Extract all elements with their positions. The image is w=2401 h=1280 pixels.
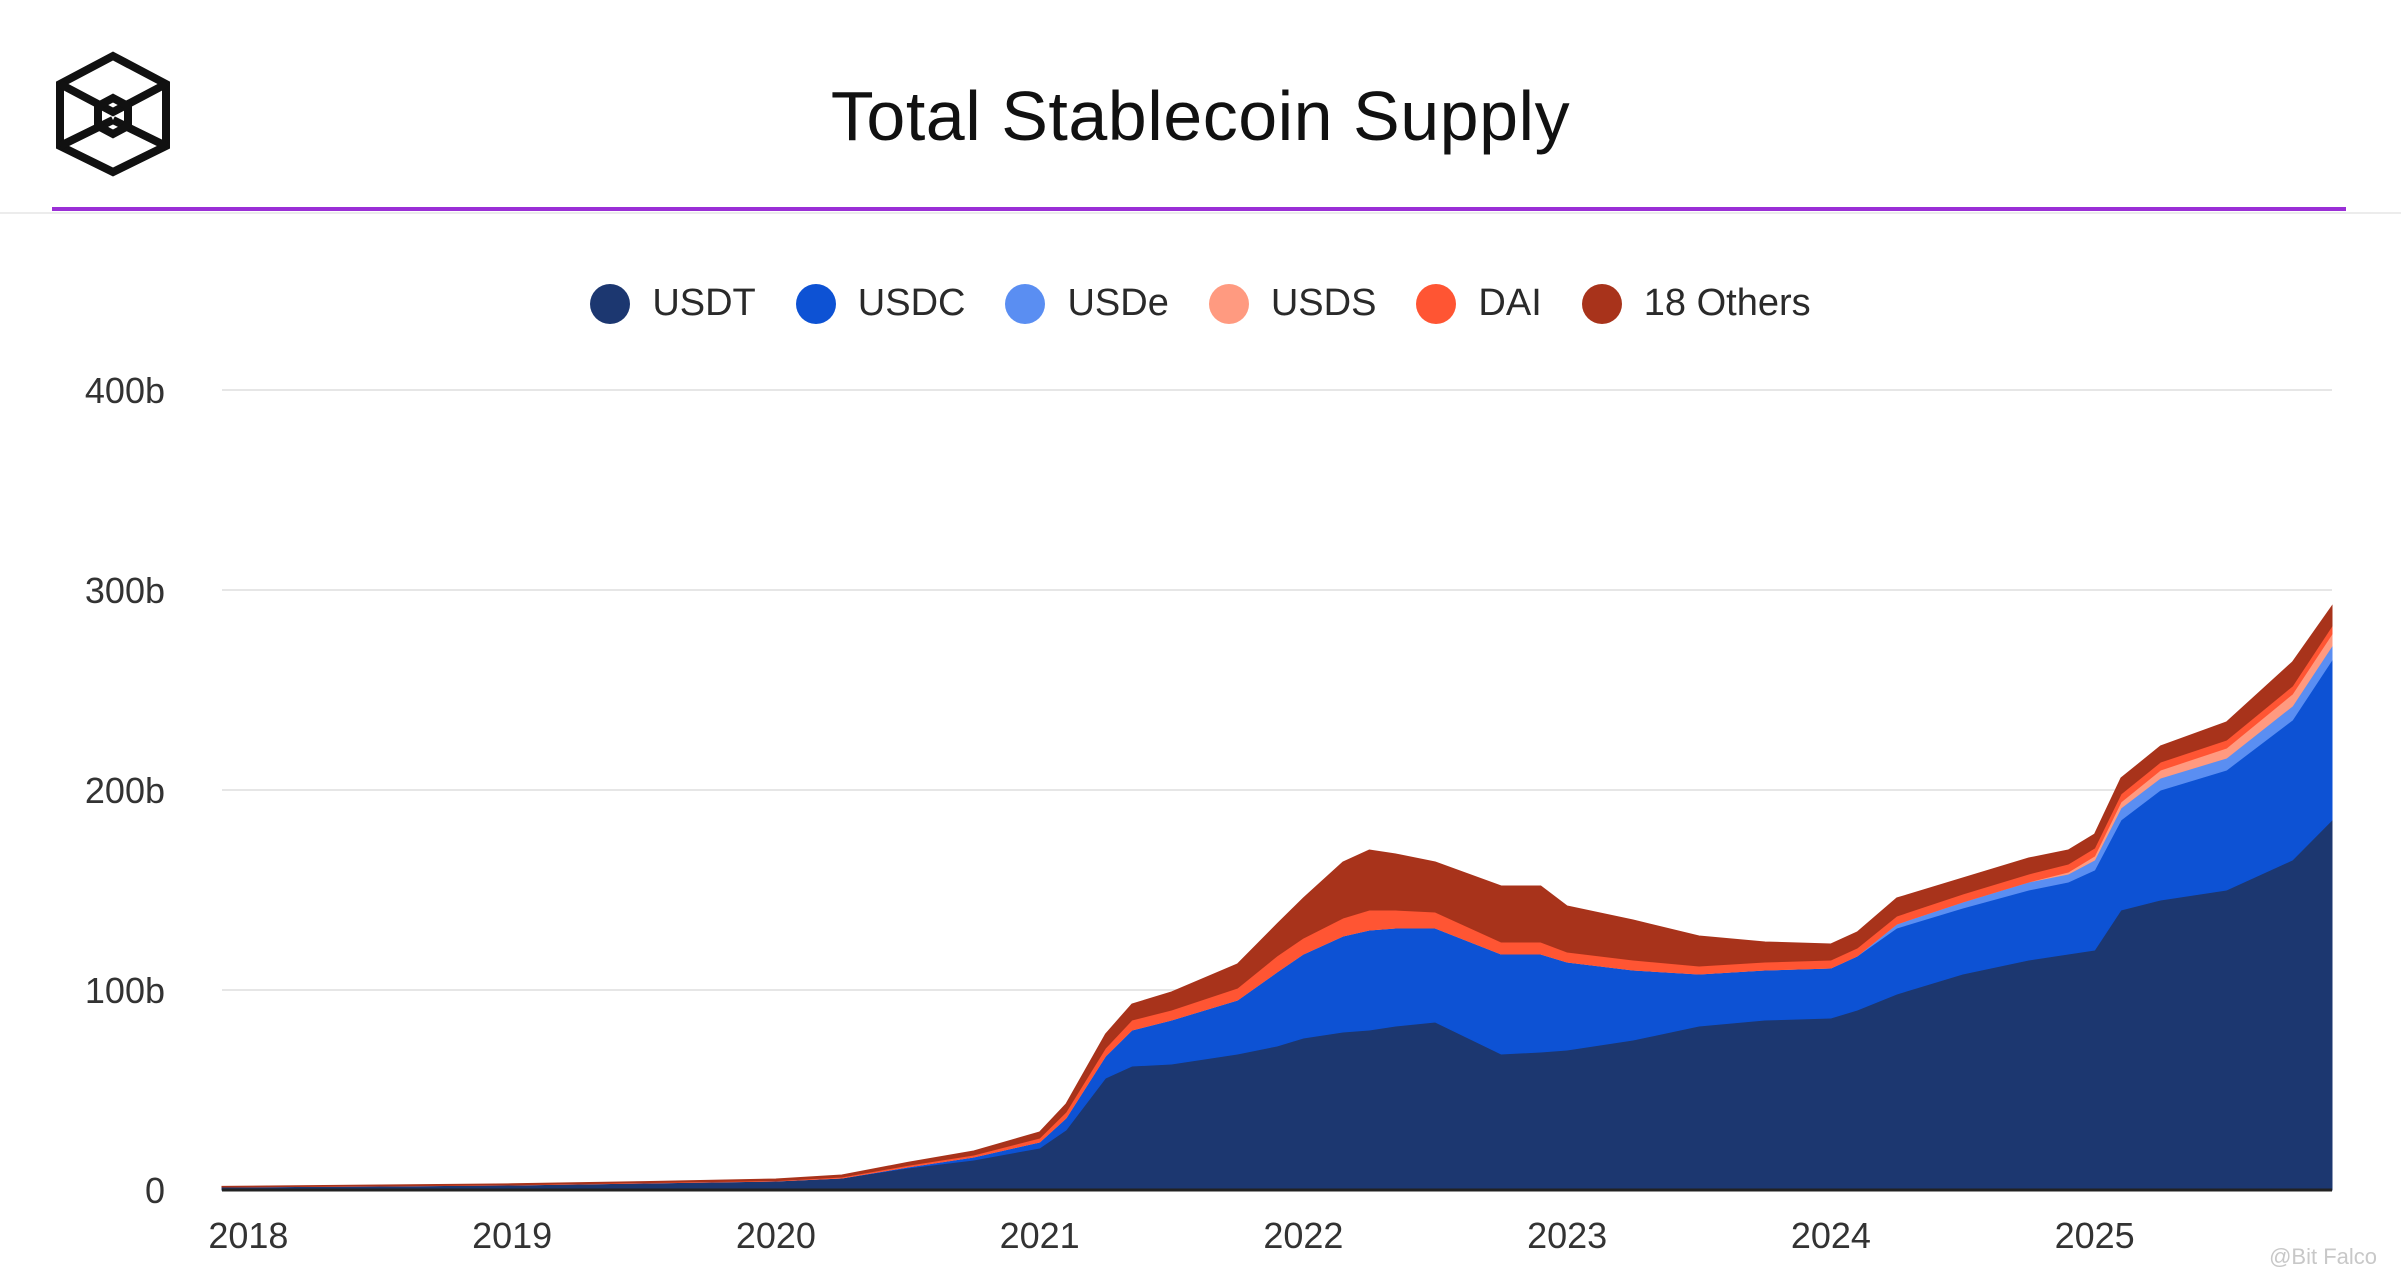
legend-item[interactable]: USDT: [590, 282, 756, 325]
legend-item[interactable]: USDe: [1005, 282, 1169, 325]
y-tick-label: 100b: [85, 970, 165, 1011]
chart-header: Total Stablecoin Supply: [0, 0, 2401, 214]
y-tick-label: 400b: [85, 370, 165, 411]
legend-item[interactable]: USDS: [1208, 282, 1377, 325]
legend-swatch: [795, 283, 836, 324]
legend-label: USDT: [652, 282, 756, 324]
legend-label: USDS: [1270, 282, 1377, 324]
legend-label: USDC: [857, 282, 966, 324]
legend-swatch: [590, 283, 631, 324]
legend-swatch: [1416, 283, 1457, 324]
legend-swatch: [1005, 283, 1046, 324]
legend-item[interactable]: USDC: [795, 282, 966, 325]
y-tick-label: 300b: [85, 570, 165, 611]
x-tick-label: 2024: [1791, 1215, 1871, 1256]
x-tick-label: 2021: [1000, 1215, 1080, 1256]
y-tick-label: 200b: [85, 770, 165, 811]
legend-item[interactable]: 18 Others: [1581, 282, 1811, 325]
legend-label: 18 Others: [1643, 282, 1811, 324]
x-tick-label: 2022: [1263, 1215, 1343, 1256]
watermark: @Bit Falco: [2269, 1244, 2377, 1269]
legend-label: USDe: [1067, 282, 1169, 324]
page-title: Total Stablecoin Supply: [830, 77, 1571, 155]
y-tick-label: 0: [145, 1170, 165, 1211]
legend-label: DAI: [1478, 282, 1542, 324]
legend-swatch: [1581, 283, 1622, 324]
legend-item[interactable]: DAI: [1416, 282, 1542, 325]
x-tick-label: 2025: [2055, 1215, 2135, 1256]
chart-legend: USDT USDC USDe USDS DAI 18 Others: [0, 282, 2401, 325]
title-accent-divider: [52, 207, 2346, 211]
x-tick-label: 2020: [736, 1215, 816, 1256]
x-tick-label: 2023: [1527, 1215, 1607, 1256]
legend-swatch: [1208, 283, 1249, 324]
series-area-18-others[interactable]: [221, 604, 2333, 1188]
cube-logo-icon: [56, 51, 170, 177]
x-tick-label: 2019: [472, 1215, 552, 1256]
x-tick-label: 2018: [208, 1215, 288, 1256]
